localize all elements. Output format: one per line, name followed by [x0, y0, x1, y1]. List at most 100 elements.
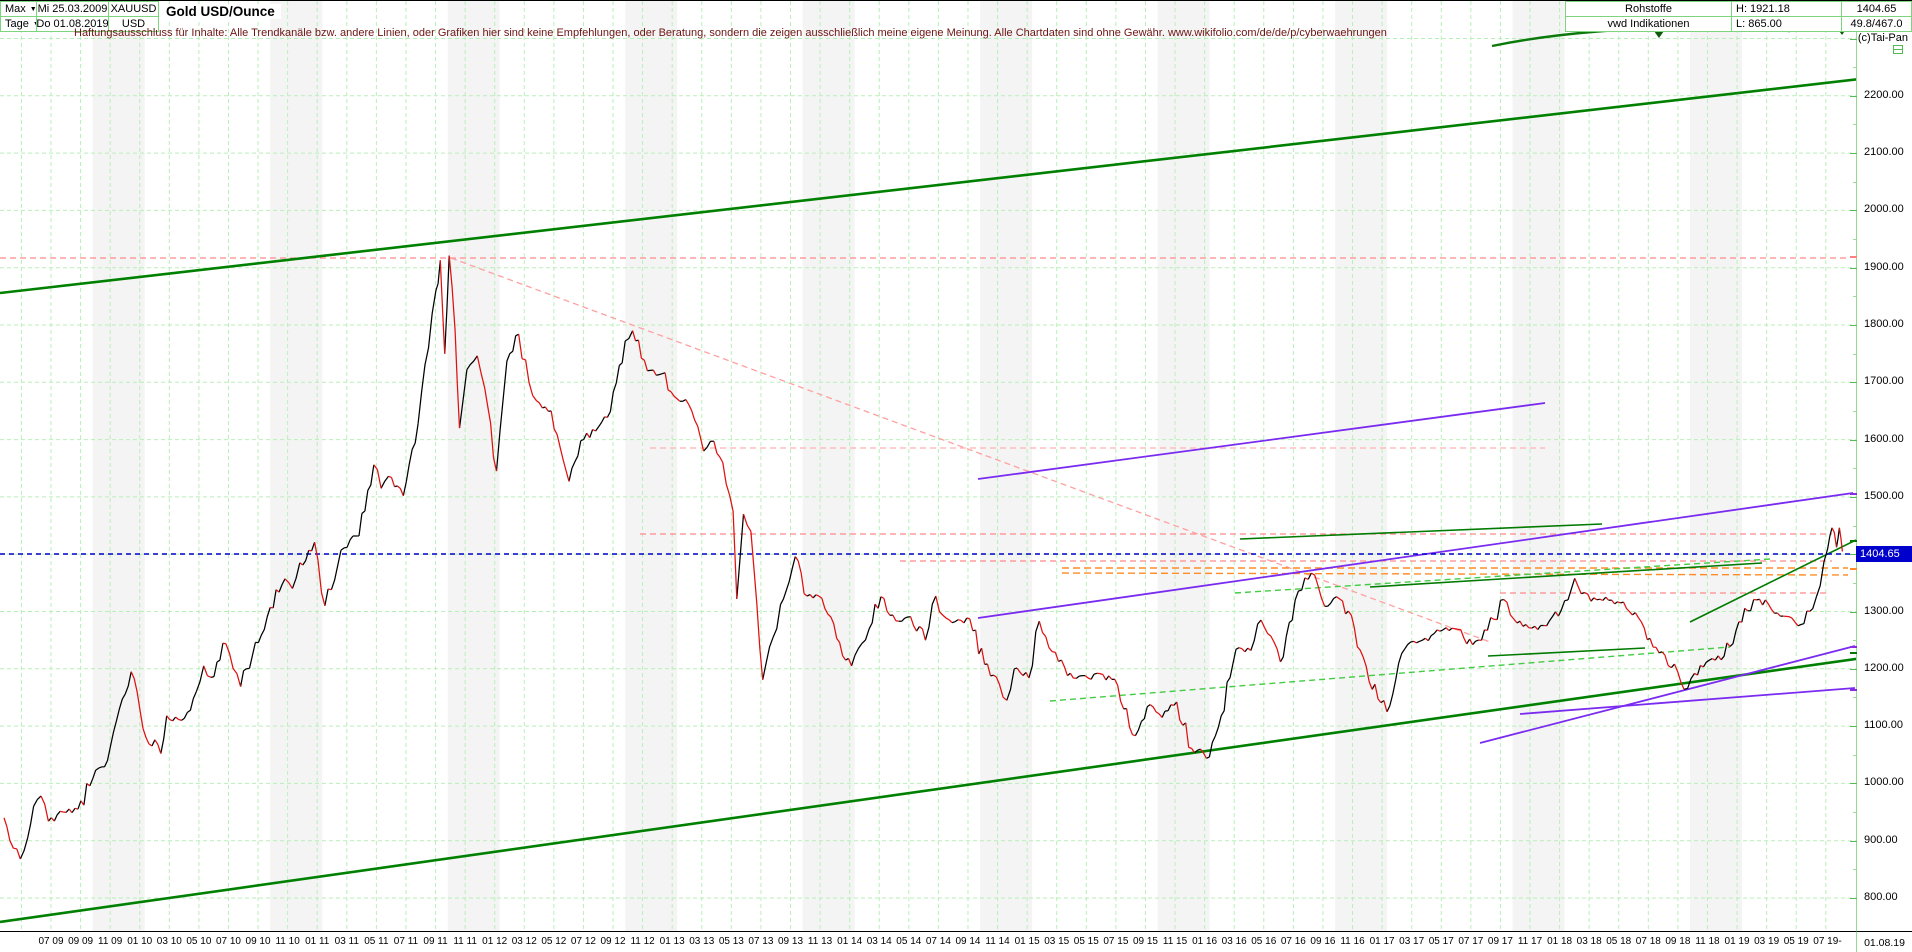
year-band [802, 1, 855, 931]
y-axis-label: 1200.00 [1864, 661, 1904, 674]
x-axis-label: 07 09 [38, 936, 64, 947]
annotation-level-tick [1850, 652, 1857, 654]
x-axis-label: 01 14 [837, 936, 863, 947]
green-wedge-low-line [1487, 647, 1646, 657]
x-axis-label: 03 14 [866, 936, 892, 947]
y-axis-minor-tick [1853, 410, 1857, 412]
y-axis-label: 900.00 [1864, 833, 1898, 846]
x-axis-label: 11 11 [453, 936, 477, 947]
y-axis-label: 1700.00 [1864, 375, 1904, 388]
x-axis-label: 11 10 [275, 936, 300, 947]
arc-marker-1 [1654, 31, 1664, 38]
x-axis-label: 09 16 [1310, 936, 1336, 947]
period-low-cell: L: 865.00 [1731, 16, 1842, 32]
y-axis-tick [1850, 210, 1857, 212]
year-band [92, 1, 145, 931]
x-axis-label: 09 12 [600, 936, 626, 947]
x-axis-label: 01 19 [1724, 936, 1750, 947]
y-axis-minor-tick [1853, 869, 1857, 871]
symbol-cell: XAUUSD [108, 1, 159, 17]
y-axis-minor-tick [1853, 754, 1857, 756]
copyright-label: (c)Tai-Pan [1857, 32, 1908, 44]
y-axis-tick [1850, 38, 1857, 40]
x-axis-label: 11 17 [1517, 936, 1543, 947]
annotation-level-tick [1850, 689, 1857, 691]
x-axis-label: 11 09 [98, 936, 123, 947]
period-high-value: H: 1921.18 [1736, 3, 1790, 15]
green-channel-upper-line [0, 78, 1856, 295]
panel-toggle-icon[interactable] [1893, 45, 1903, 54]
x-axis-label: 09 15 [1132, 936, 1158, 947]
x-axis-label: 03 16 [1221, 936, 1247, 947]
x-axis-label: 01 12 [482, 936, 508, 947]
x-axis-label: 07 17 [1458, 936, 1484, 947]
current-price-value: 1404.65 [1860, 548, 1900, 560]
annotation-level-tick [1850, 568, 1857, 570]
y-axis-label: 1100.00 [1864, 719, 1903, 732]
y-axis-label: 1000.00 [1864, 776, 1904, 789]
downtrend-from-peak-line [450, 257, 1491, 643]
x-axis-label: 07 13 [748, 936, 774, 947]
y-axis-minor-tick [1853, 239, 1857, 241]
change-cell: 49.8/467.0 [1841, 16, 1912, 32]
x-axis-label: 01 17 [1369, 936, 1395, 947]
y-axis-tick [1850, 898, 1857, 899]
x-axis-label: 11 13 [807, 936, 833, 947]
axis-corner-date: 01.08.19 [1856, 931, 1912, 952]
x-axis-label: 09 09 [68, 936, 94, 947]
x-axis-label: 05 10 [186, 936, 212, 947]
x-axis-label: 03 18 [1576, 936, 1602, 947]
y-axis-minor-tick [1853, 124, 1857, 126]
end-date-field[interactable]: Do 01.08.2019 [36, 16, 109, 32]
price-line-down [3, 255, 1844, 860]
chevron-down-icon: ▼ [29, 5, 37, 13]
symbol-label: XAUUSD [110, 3, 157, 15]
y-axis[interactable]: 2200.00 2100.00 2000.00 1900.00 1800.00 1700.… [1850, 1, 1912, 931]
x-axis-label: 09 14 [955, 936, 981, 947]
x-axis-label: 05 19 [1783, 936, 1809, 947]
x-axis-label: 07 19 [1813, 936, 1839, 947]
currency-label: USD [121, 18, 146, 30]
year-band [625, 1, 678, 931]
price-chart-plot[interactable] [0, 1, 1856, 931]
green-wedge-mid-line [1369, 562, 1763, 588]
purple-trend-low-b-line [1519, 687, 1856, 715]
x-axis-label: 07 12 [570, 936, 596, 947]
x-axis-label: 05 16 [1251, 936, 1277, 947]
y-axis-label: 2200.00 [1864, 88, 1904, 101]
x-axis-label: 05 11 [364, 936, 389, 947]
range-selector-label: Max [5, 3, 26, 15]
y-axis-minor-tick [1853, 181, 1857, 183]
x-axis-label: 01 15 [1014, 936, 1040, 947]
y-axis-label: 1800.00 [1864, 318, 1904, 330]
y-axis-minor-tick [1853, 296, 1857, 298]
y-axis-minor-tick [1853, 582, 1857, 584]
y-axis-label: 2100.00 [1864, 146, 1904, 159]
x-axis-label: 01 18 [1547, 936, 1573, 947]
year-band [980, 1, 1033, 931]
x-axis[interactable]: 07 09 09 09 11 09 01 10 03 10 05 10 07 10 09 10… [0, 931, 1912, 952]
x-axis-label: 09 18 [1665, 936, 1691, 947]
y-axis-tick [1850, 783, 1857, 785]
x-axis-label: 09 17 [1487, 936, 1513, 947]
y-axis-tick [1850, 153, 1857, 155]
change-value: 49.8/467.0 [1850, 18, 1903, 30]
current-price-tag: 1404.65 [1856, 546, 1912, 562]
page-title: Gold USD/Ounce [160, 4, 281, 19]
y-axis-tick [1850, 554, 1857, 556]
disclaimer-text: Haftungsausschluss für Inhalte: Alle Tre… [74, 27, 1387, 39]
year-band [447, 1, 500, 931]
x-axis-label: 11 16 [1340, 936, 1365, 947]
x-axis-label: 03 11 [334, 936, 359, 947]
light-green-dashed-support-line [1049, 646, 1731, 702]
range-selector[interactable]: Max ▼ [0, 1, 37, 17]
y-axis-tick [1850, 840, 1857, 842]
year-band [1690, 1, 1743, 931]
purple-trend-low-a-line [1479, 645, 1856, 744]
start-date-field[interactable]: Mi 25.03.2009 [36, 1, 109, 17]
x-axis-label: 03 13 [689, 936, 715, 947]
interval-selector[interactable]: Tage ▼ [0, 16, 40, 32]
y-axis-tick [1850, 382, 1857, 384]
x-axis-label: 03 15 [1044, 936, 1070, 947]
